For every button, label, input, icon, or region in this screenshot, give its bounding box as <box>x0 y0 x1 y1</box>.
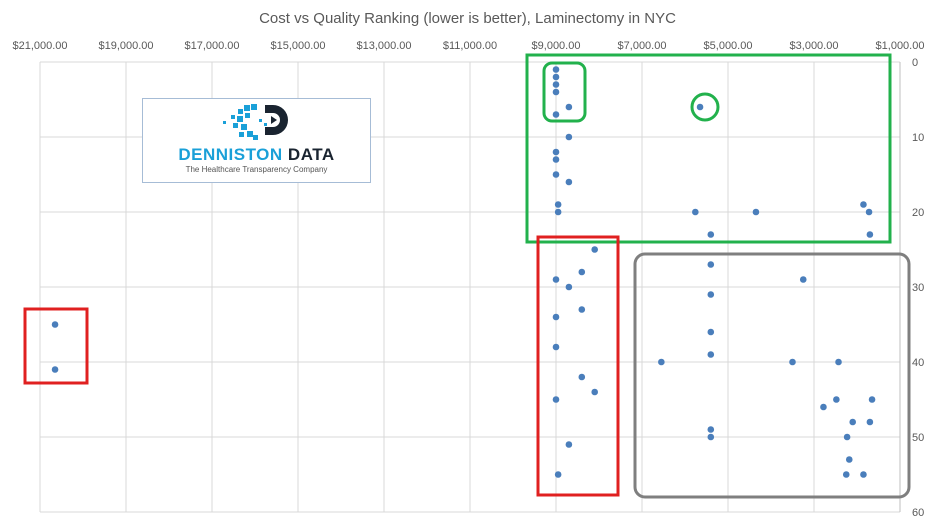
annotation-green-circle <box>690 92 720 122</box>
logo-name-part1: DENNISTON <box>178 145 283 164</box>
x-tick-label: $17,000.00 <box>184 40 239 52</box>
data-point <box>707 291 715 298</box>
data-point <box>692 208 699 216</box>
data-point <box>865 208 873 216</box>
data-point <box>591 246 598 253</box>
data-point <box>552 276 560 283</box>
data-point <box>833 396 840 403</box>
data-point <box>843 433 851 441</box>
data-point <box>578 373 586 381</box>
data-point <box>51 366 59 373</box>
data-point <box>849 418 856 426</box>
x-tick-label: $3,000.00 <box>790 40 839 52</box>
x-tick-label: $1,000.00 <box>876 40 925 52</box>
data-point <box>658 358 665 366</box>
data-point <box>752 208 760 216</box>
y-tick-label: 30 <box>912 282 924 294</box>
logo-name-part2: DATA <box>287 145 335 164</box>
x-tick-label: $9,000.00 <box>532 40 581 52</box>
annotation-red-left-box <box>23 307 89 385</box>
data-point <box>552 148 560 156</box>
data-point <box>554 208 562 216</box>
data-point <box>552 111 560 118</box>
data-point <box>552 88 560 96</box>
data-point <box>860 201 867 208</box>
data-point <box>820 403 827 411</box>
data-point <box>578 268 586 276</box>
data-point <box>552 73 560 81</box>
data-point <box>565 103 573 111</box>
data-point <box>707 426 715 433</box>
y-tick-label: 0 <box>912 57 918 69</box>
data-point <box>565 441 573 448</box>
x-tick-label: $21,000.00 <box>12 40 67 52</box>
data-point <box>565 283 573 291</box>
data-point <box>696 103 704 111</box>
data-point <box>51 321 59 328</box>
data-point <box>707 351 715 358</box>
data-point <box>552 396 560 403</box>
data-point <box>552 313 560 321</box>
data-point <box>554 471 562 478</box>
data-point <box>835 358 842 366</box>
denniston-data-logo: DENNISTON DATA The Healthcare Transparen… <box>142 98 371 183</box>
logo-mark-icon <box>223 104 288 140</box>
data-point <box>860 471 867 478</box>
y-tick-label: 60 <box>912 507 924 519</box>
annotation-green-small-box <box>542 61 587 123</box>
data-point <box>707 433 715 441</box>
data-point <box>552 156 560 163</box>
data-point <box>707 328 715 336</box>
x-tick-label: $15,000.00 <box>270 40 325 52</box>
data-point <box>707 261 715 268</box>
data-point <box>866 418 874 426</box>
data-point <box>845 456 853 463</box>
data-point <box>578 306 586 313</box>
data-point <box>707 231 715 238</box>
y-tick-label: 10 <box>912 132 924 144</box>
data-point <box>552 171 560 178</box>
annotation-red-middle-box <box>536 235 620 497</box>
data-point <box>868 396 876 403</box>
data-point <box>842 471 850 478</box>
x-tick-label: $11,000.00 <box>443 40 497 52</box>
data-point <box>552 81 560 88</box>
y-tick-label: 50 <box>912 432 924 444</box>
data-point <box>552 343 560 351</box>
chart-title: Cost vs Quality Ranking (lower is better… <box>259 10 676 27</box>
logo-tagline: The Healthcare Transparency Company <box>185 165 328 174</box>
data-point <box>591 388 598 396</box>
x-tick-label: $7,000.00 <box>618 40 667 52</box>
x-tick-label: $19,000.00 <box>98 40 153 52</box>
data-point <box>799 276 807 283</box>
data-point <box>552 66 560 73</box>
x-tick-label: $5,000.00 <box>704 40 753 52</box>
data-point <box>789 358 796 366</box>
data-point <box>565 178 573 186</box>
data-point <box>554 201 562 208</box>
x-tick-label: $13,000.00 <box>356 40 411 52</box>
y-tick-label: 40 <box>912 357 924 369</box>
data-point <box>565 133 573 141</box>
y-tick-label: 20 <box>912 207 924 219</box>
annotation-gray-box <box>633 252 911 499</box>
annotation-green-box <box>525 53 892 244</box>
data-point <box>866 231 874 238</box>
